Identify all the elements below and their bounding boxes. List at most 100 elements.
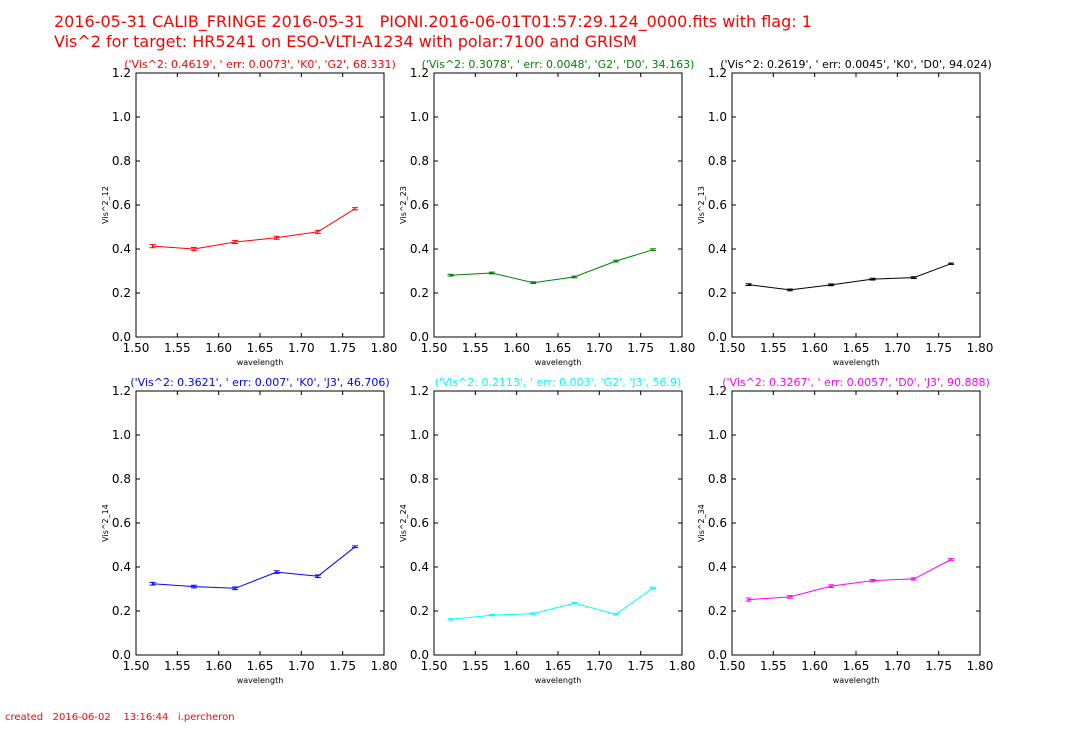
subplot-title: ('Vis^2: 0.2619', ' err: 0.0045', 'K0', … [720, 58, 992, 71]
data-point [571, 275, 578, 279]
x-axis-label: wavelength [535, 676, 582, 685]
data-point [869, 579, 876, 583]
subplot-title: ('Vis^2: 0.3078', ' err: 0.0048', 'G2', … [422, 58, 695, 71]
series-line [748, 559, 952, 601]
x-tick-label: 1.60 [205, 659, 232, 673]
subplot-title: ('Vis^2: 0.2113', ' err: 0.003', 'G2', '… [435, 376, 682, 389]
y-tick-label: 0.8 [112, 472, 131, 486]
y-tick-label: 1.2 [112, 66, 131, 80]
series-line [152, 208, 356, 250]
data-point [948, 558, 955, 561]
subplot-5: 1.50 1.55 1.60 1.65 1.70 1.75 1.80 0.0 0.2 0.4 0.6… [399, 376, 695, 685]
y-tick-label: 1.0 [112, 110, 131, 124]
x-axis-label: wavelength [833, 676, 880, 685]
x-tick-label: 1.65 [247, 341, 274, 355]
y-axis-label: Vis^2_13 [697, 186, 706, 224]
y-tick-label: 0.2 [410, 286, 429, 300]
data-point [232, 239, 239, 244]
x-tick-label: 1.75 [627, 659, 654, 673]
y-tick-label: 0.6 [708, 198, 727, 212]
axes-frame [731, 390, 981, 656]
x-tick-label: 1.60 [801, 659, 828, 673]
figure-title-line-1: 2016-05-31 CALIB_FRINGE 2016-05-31 PIONI… [54, 12, 812, 31]
x-tick-label: 1.65 [545, 659, 572, 673]
x-axis-label: wavelength [237, 676, 284, 685]
y-tick-label: 1.0 [410, 110, 429, 124]
data-point [352, 207, 359, 211]
data-point [530, 612, 537, 615]
y-tick-label: 0.0 [410, 648, 429, 662]
y-tick-label: 1.0 [112, 428, 131, 442]
series-line [450, 249, 654, 284]
y-tick-label: 0.6 [112, 516, 131, 530]
x-tick-label: 1.55 [164, 341, 191, 355]
y-axis-label: Vis^2_34 [697, 504, 706, 542]
data-point [314, 229, 321, 234]
x-tick-label: 1.70 [884, 341, 911, 355]
axes-frame [135, 72, 385, 338]
data-point [612, 259, 619, 263]
data-point [447, 273, 454, 277]
x-tick-label: 1.75 [925, 659, 952, 673]
data-point [273, 235, 280, 240]
y-tick-label: 0.6 [410, 198, 429, 212]
x-tick-label: 1.80 [371, 341, 398, 355]
axes-frame [433, 390, 683, 656]
data-point [149, 581, 156, 586]
y-tick-label: 0.2 [112, 604, 131, 618]
x-tick-label: 1.65 [247, 659, 274, 673]
data-point [149, 244, 156, 249]
y-tick-label: 0.0 [708, 330, 727, 344]
x-tick-label: 1.75 [925, 341, 952, 355]
y-tick-label: 1.2 [112, 384, 131, 398]
y-tick-label: 0.8 [410, 472, 429, 486]
y-tick-label: 1.0 [410, 428, 429, 442]
y-tick-label: 1.2 [410, 66, 429, 80]
x-tick-label: 1.70 [586, 341, 613, 355]
data-point [786, 595, 793, 599]
subplot-title: ('Vis^2: 0.3267', ' err: 0.0057', 'D0', … [722, 376, 990, 389]
y-tick-label: 0.8 [112, 154, 131, 168]
x-tick-label: 1.75 [329, 341, 356, 355]
data-point [314, 574, 321, 579]
y-tick-label: 0.4 [410, 560, 429, 574]
data-point [869, 277, 876, 281]
y-axis-label: Vis^2_24 [399, 504, 408, 542]
subplot-6: 1.50 1.55 1.60 1.65 1.70 1.75 1.80 0.0 0.2 0.4 0.6… [697, 376, 993, 685]
y-tick-label: 0.6 [708, 516, 727, 530]
y-tick-label: 1.2 [708, 384, 727, 398]
y-axis-label: Vis^2_14 [101, 504, 110, 542]
data-point [190, 246, 197, 252]
data-point [190, 584, 197, 589]
x-tick-label: 1.55 [462, 341, 489, 355]
y-tick-label: 0.8 [708, 472, 727, 486]
data-point [232, 586, 239, 591]
x-tick-label: 1.50 [719, 341, 746, 355]
x-tick-label: 1.60 [503, 341, 530, 355]
x-tick-label: 1.55 [760, 659, 787, 673]
x-tick-label: 1.70 [288, 341, 315, 355]
x-tick-label: 1.50 [421, 341, 448, 355]
x-tick-label: 1.70 [586, 659, 613, 673]
y-tick-label: 0.0 [708, 648, 727, 662]
data-point [828, 584, 835, 588]
y-tick-label: 1.0 [708, 428, 727, 442]
data-point [612, 613, 619, 616]
axes-frame [433, 72, 683, 338]
y-tick-label: 0.4 [112, 242, 131, 256]
figure-title-line-2: Vis^2 for target: HR5241 on ESO-VLTI-A12… [54, 32, 637, 51]
axes-frame [731, 72, 981, 338]
y-tick-label: 0.2 [410, 604, 429, 618]
y-tick-label: 0.4 [112, 560, 131, 574]
x-tick-label: 1.65 [843, 659, 870, 673]
y-tick-label: 0.6 [410, 516, 429, 530]
subplot-3: 1.50 1.55 1.60 1.65 1.70 1.75 1.80 0.0 0.2 0.4 0.6… [697, 58, 993, 367]
y-tick-label: 1.2 [410, 384, 429, 398]
y-tick-label: 0.0 [112, 648, 131, 662]
x-tick-label: 1.80 [371, 659, 398, 673]
data-point [910, 276, 917, 279]
y-axis-label: Vis^2_12 [101, 186, 110, 224]
x-tick-label: 1.55 [164, 659, 191, 673]
data-point [530, 281, 537, 285]
